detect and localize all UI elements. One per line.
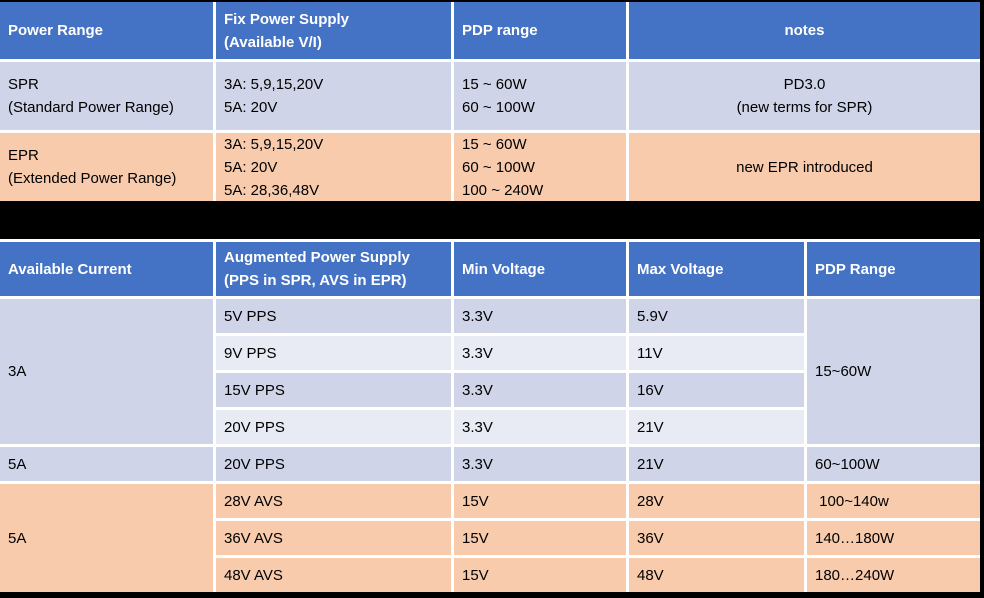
current-3a-cell: 3A [0, 299, 213, 444]
min-voltage-cell: 15V [454, 484, 626, 518]
header-available-current: Available Current [0, 242, 213, 296]
pdp-180-240-cell: 180…240W [807, 558, 980, 592]
text-line: (Extended Power Range) [8, 170, 177, 187]
supply-cell: 15V PPS [216, 373, 451, 407]
header-pdp-range: PDP range [454, 2, 626, 59]
header-max-voltage: Max Voltage [629, 242, 804, 296]
supply-cell: 20V PPS [216, 447, 451, 481]
pdp-60-100-cell: 60~100W [807, 447, 980, 481]
current-5a-avs-cell: 5A [0, 484, 213, 592]
text-line: 5A: 20V [224, 99, 278, 116]
min-voltage-cell: 3.3V [454, 336, 626, 370]
header-notes: notes [629, 2, 980, 59]
text-line: (Available V/I) [224, 33, 322, 51]
text-line: 60 ~ 100W [462, 99, 535, 116]
header-min-voltage: Min Voltage [454, 242, 626, 296]
text-line: 15 ~ 60W [462, 135, 527, 153]
text-line: 15 ~ 60W [462, 76, 527, 93]
max-voltage-cell: 16V [629, 373, 804, 407]
epr-notes-cell: new EPR introduced [629, 133, 980, 201]
min-voltage-cell: 3.3V [454, 447, 626, 481]
header-pdp-range-2: PDP Range [807, 242, 980, 296]
pdp-15-60-cell: 15~60W [807, 299, 980, 444]
text-line: (Standard Power Range) [8, 99, 174, 116]
text-line: SPR [8, 76, 39, 93]
text-line: new EPR introduced [736, 158, 873, 176]
epr-name-cell: EPR (Extended Power Range) [0, 133, 213, 201]
text-line: EPR [8, 147, 39, 164]
header-fix-power-supply: Fix Power Supply (Available V/I) [216, 2, 451, 59]
text-line: 5A: 20V [224, 158, 278, 176]
spr-pdp-cell: 15 ~ 60W 60 ~ 100W [454, 62, 626, 130]
min-voltage-cell: 15V [454, 558, 626, 592]
header-power-range: Power Range [0, 2, 213, 59]
min-voltage-cell: 3.3V [454, 373, 626, 407]
max-voltage-cell: 48V [629, 558, 804, 592]
supply-cell: 28V AVS [216, 484, 451, 518]
pdp-100-140-cell: 100~140w [807, 484, 980, 518]
epr-pdp-cell: 15 ~ 60W 60 ~ 100W 100 ~ 240W [454, 133, 626, 201]
spr-supply-cell: 3A: 5,9,15,20V 5A: 20V [216, 62, 451, 130]
min-voltage-cell: 15V [454, 521, 626, 555]
augmented-supply-table: Available Current Augmented Power Supply… [0, 239, 980, 592]
max-voltage-cell: 5.9V [629, 299, 804, 333]
supply-cell: 20V PPS [216, 410, 451, 444]
text-line: 3A: 5,9,15,20V [224, 76, 324, 93]
power-range-table: Power Range Fix Power Supply (Available V… [0, 2, 980, 201]
current-5a-pps-cell: 5A [0, 447, 213, 481]
max-voltage-cell: 21V [629, 447, 804, 481]
min-voltage-cell: 3.3V [454, 299, 626, 333]
min-voltage-cell: 3.3V [454, 410, 626, 444]
spr-notes-cell: PD3.0 (new terms for SPR) [629, 62, 980, 130]
text-line: 100 ~ 240W [462, 181, 544, 199]
spr-name-cell: SPR (Standard Power Range) [0, 62, 213, 130]
header-augmented-power-supply: Augmented Power Supply (PPS in SPR, AVS i… [216, 242, 451, 296]
supply-cell: 48V AVS [216, 558, 451, 592]
max-voltage-cell: 21V [629, 410, 804, 444]
max-voltage-cell: 28V [629, 484, 804, 518]
text-line: 60 ~ 100W [462, 158, 535, 176]
text-line: PD3.0 [783, 76, 826, 93]
supply-cell: 5V PPS [216, 299, 451, 333]
text-line: 3A: 5,9,15,20V [224, 135, 324, 153]
text-line: 5A: 28,36,48V [224, 181, 320, 199]
epr-supply-cell: 3A: 5,9,15,20V 5A: 20V 5A: 28,36,48V [216, 133, 451, 201]
supply-cell: 36V AVS [216, 521, 451, 555]
pdp-140-180-cell: 140…180W [807, 521, 980, 555]
supply-cell: 9V PPS [216, 336, 451, 370]
max-voltage-cell: 36V [629, 521, 804, 555]
text-line: (PPS in SPR, AVS in EPR) [224, 272, 407, 289]
text-line: (new terms for SPR) [736, 99, 873, 116]
max-voltage-cell: 11V [629, 336, 804, 370]
text-line: Augmented Power Supply [224, 249, 410, 266]
text-line: Fix Power Supply [224, 10, 350, 28]
